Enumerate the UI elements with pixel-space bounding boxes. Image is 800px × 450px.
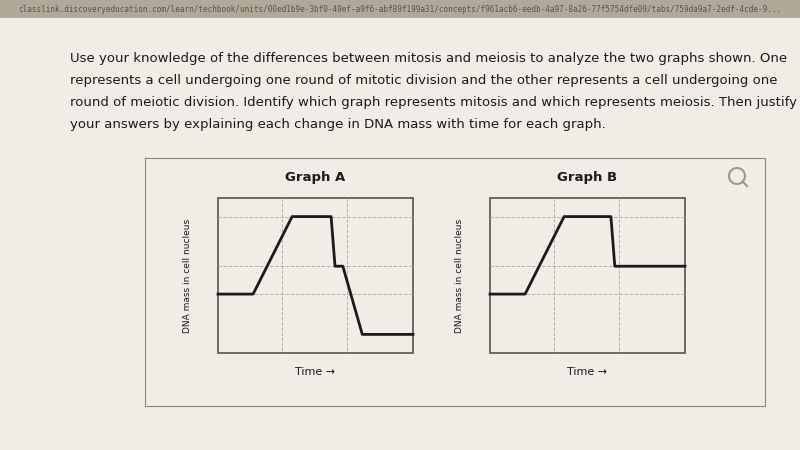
Text: Graph A: Graph A [286, 171, 346, 184]
Text: round of meiotic division. Identify which graph represents mitosis and which rep: round of meiotic division. Identify whic… [70, 96, 797, 109]
Text: Time →: Time → [295, 367, 335, 377]
Text: DNA mass in cell nucleus: DNA mass in cell nucleus [455, 218, 465, 333]
Text: Graph B: Graph B [558, 171, 618, 184]
Text: classlink.discoveryeducation.com/learn/techbook/units/00ed1b9e-3bf0-49ef-a9f6-ab: classlink.discoveryeducation.com/learn/t… [18, 5, 782, 14]
Text: Time →: Time → [567, 367, 607, 377]
Text: represents a cell undergoing one round of mitotic division and the other represe: represents a cell undergoing one round o… [70, 74, 778, 87]
Bar [145, 158, 765, 406]
Text: your answers by explaining each change in DNA mass with time for each graph.: your answers by explaining each change i… [70, 118, 606, 131]
Bar [218, 198, 413, 353]
Bar [490, 198, 685, 353]
Text: Use your knowledge of the differences between mitosis and meiosis to analyze the: Use your knowledge of the differences be… [70, 52, 787, 65]
Bar [0, 0, 800, 18]
Text: DNA mass in cell nucleus: DNA mass in cell nucleus [183, 218, 193, 333]
